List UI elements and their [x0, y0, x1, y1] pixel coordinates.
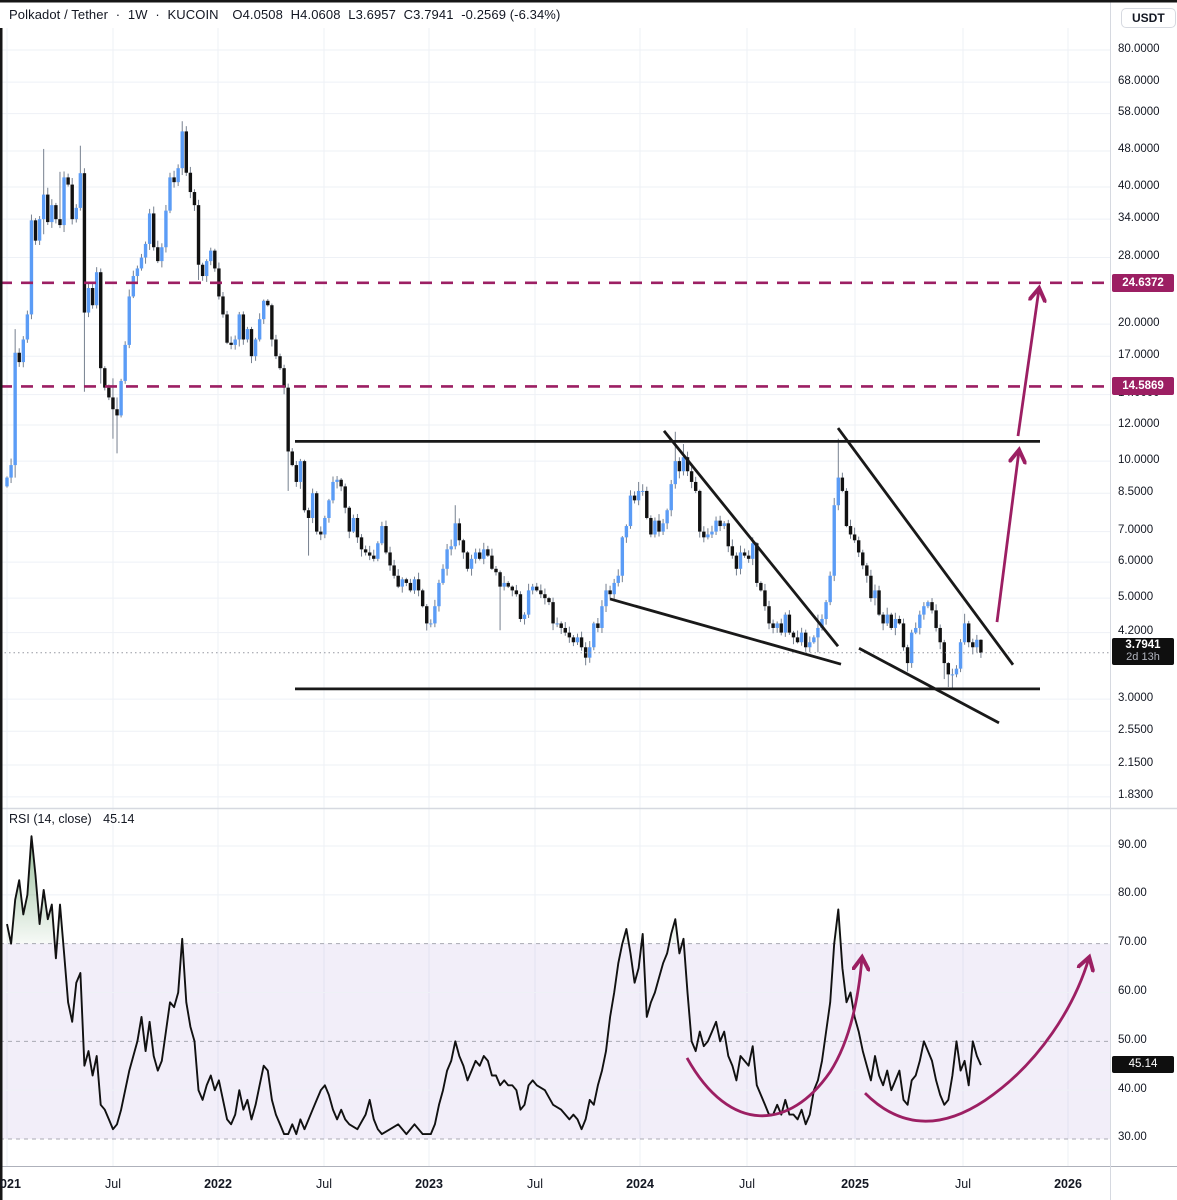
- price-tick-label: 28.0000: [1118, 250, 1160, 263]
- time-axis[interactable]: [0, 1166, 1177, 1200]
- price-tick-label: 12.0000: [1118, 417, 1160, 430]
- price-tick-label: 17.0000: [1118, 348, 1160, 361]
- rsi-tick-label: 90.00: [1118, 838, 1147, 851]
- ohlc-open: O4.0508: [232, 7, 283, 22]
- rsi-current-value: 45.14: [103, 812, 135, 826]
- trend-line[interactable]: [662, 430, 840, 648]
- projection-arrow[interactable]: [1016, 289, 1039, 437]
- price-tick-label: 48.0000: [1118, 143, 1160, 156]
- projection-arrow[interactable]: [995, 451, 1019, 623]
- time-tick-label: Jul: [527, 1177, 543, 1191]
- price-level-label-lower: 14.5869: [1112, 377, 1174, 395]
- rsi-value-label: 45.14: [1112, 1056, 1174, 1073]
- price-tick-label: 6.0000: [1118, 554, 1154, 567]
- window-top-border: [0, 0, 1177, 3]
- rsi-curved-arrow[interactable]: [685, 958, 862, 1118]
- legend-separator: ·: [115, 7, 121, 22]
- symbol-name[interactable]: Polkadot / Tether: [9, 7, 109, 22]
- change-value: -0.2569 (-6.34%): [461, 7, 561, 22]
- price-tick-label: 10.0000: [1118, 453, 1160, 466]
- time-tick-label: 2025: [841, 1177, 869, 1191]
- price-tick-label: 80.0000: [1118, 42, 1160, 55]
- rsi-tick-label: 40.00: [1118, 1082, 1147, 1095]
- interval-label[interactable]: 1W: [127, 7, 148, 22]
- exchange-label: KUCOIN: [167, 7, 219, 22]
- time-tick-label: 2026: [1054, 1177, 1082, 1191]
- ohlc-close: C3.7941: [403, 7, 454, 22]
- price-tick-label: 20.0000: [1118, 316, 1160, 329]
- price-tick-label: 3.0000: [1118, 691, 1154, 704]
- rsi-tick-label: 70.00: [1118, 936, 1147, 949]
- trend-line[interactable]: [836, 427, 1015, 666]
- price-tick-label: 2.5500: [1118, 723, 1154, 736]
- symbol-legend: Polkadot / Tether · 1W · KUCOIN O4.0508 …: [9, 7, 564, 22]
- time-tick-label: 2022: [204, 1177, 232, 1191]
- price-tick-label: 7.0000: [1118, 524, 1154, 537]
- legend-separator: ·: [155, 7, 160, 22]
- trend-line[interactable]: [858, 647, 1000, 725]
- time-tick-label: 2021: [0, 1177, 21, 1191]
- time-tick-label: Jul: [955, 1177, 971, 1191]
- rsi-line: [6, 835, 982, 1136]
- rsi-tick-label: 80.00: [1118, 887, 1147, 900]
- rsi-tick-label: 60.00: [1118, 984, 1147, 997]
- trend-line[interactable]: [609, 597, 842, 666]
- price-tick-label: 2.1500: [1118, 757, 1154, 770]
- time-tick-label: 2024: [626, 1177, 654, 1191]
- rsi-title[interactable]: RSI: [9, 812, 30, 826]
- current-price-label: 3.7941 2d 13h: [1112, 638, 1174, 665]
- time-tick-label: Jul: [316, 1177, 332, 1191]
- price-tick-label: 68.0000: [1118, 74, 1160, 87]
- rsi-tick-label: 30.00: [1118, 1131, 1147, 1144]
- price-tick-label: 58.0000: [1118, 106, 1160, 119]
- candles: [5, 121, 983, 689]
- bar-countdown: 2d 13h: [1126, 651, 1160, 663]
- rsi-tick-label: 50.00: [1118, 1033, 1147, 1046]
- rsi-curved-arrow[interactable]: [864, 958, 1089, 1123]
- price-tick-label: 40.0000: [1118, 179, 1160, 192]
- current-price-value: 3.7941: [1125, 639, 1161, 651]
- price-tick-label: 8.5000: [1118, 485, 1154, 498]
- price-tick-label: 4.2000: [1118, 625, 1154, 638]
- time-tick-label: 2023: [415, 1177, 443, 1191]
- price-level-label-upper: 24.6372: [1112, 274, 1174, 292]
- window-left-border: [0, 28, 3, 1200]
- price-tick-label: 5.0000: [1118, 590, 1154, 603]
- rsi-params: (14, close): [33, 812, 92, 826]
- rsi-legend: RSI (14, close) 45.14: [9, 812, 134, 826]
- price-tick-label: 1.8300: [1118, 789, 1154, 802]
- currency-toggle-button[interactable]: USDT: [1121, 8, 1176, 28]
- ohlc-low: L3.6957: [348, 7, 396, 22]
- time-tick-label: Jul: [739, 1177, 755, 1191]
- ohlc-high: H4.0608: [290, 7, 341, 22]
- time-tick-label: Jul: [105, 1177, 121, 1191]
- price-tick-label: 34.0000: [1118, 211, 1160, 224]
